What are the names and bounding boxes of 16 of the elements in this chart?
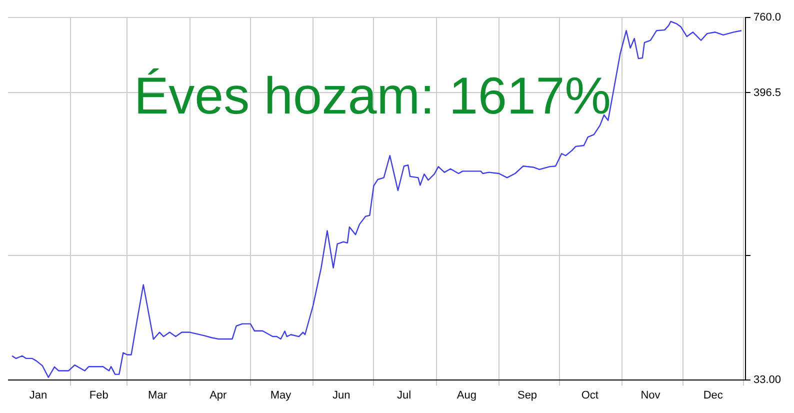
x-tick-label: Jan (29, 389, 48, 402)
x-tick-label: Nov (640, 389, 661, 402)
x-tick-label: Oct (581, 389, 598, 402)
x-tick-label: Dec (703, 389, 724, 402)
x-tick-label: Jun (332, 389, 350, 402)
x-tick-label: Jul (396, 389, 412, 402)
x-tick-label: Feb (89, 389, 108, 402)
y-tick-label: 33.00 (753, 374, 782, 386)
x-tick-label: Aug (456, 389, 476, 402)
x-tick-label: Mar (148, 389, 168, 402)
x-tick-label: Apr (210, 389, 228, 402)
y-tick-label: 760.0 (753, 12, 782, 24)
x-tick-label: Sep (517, 389, 538, 402)
annotation: Éves hozam: 1617% (134, 68, 611, 126)
y-tick-label: 396.5 (753, 86, 782, 99)
x-tick-label: May (270, 389, 292, 402)
